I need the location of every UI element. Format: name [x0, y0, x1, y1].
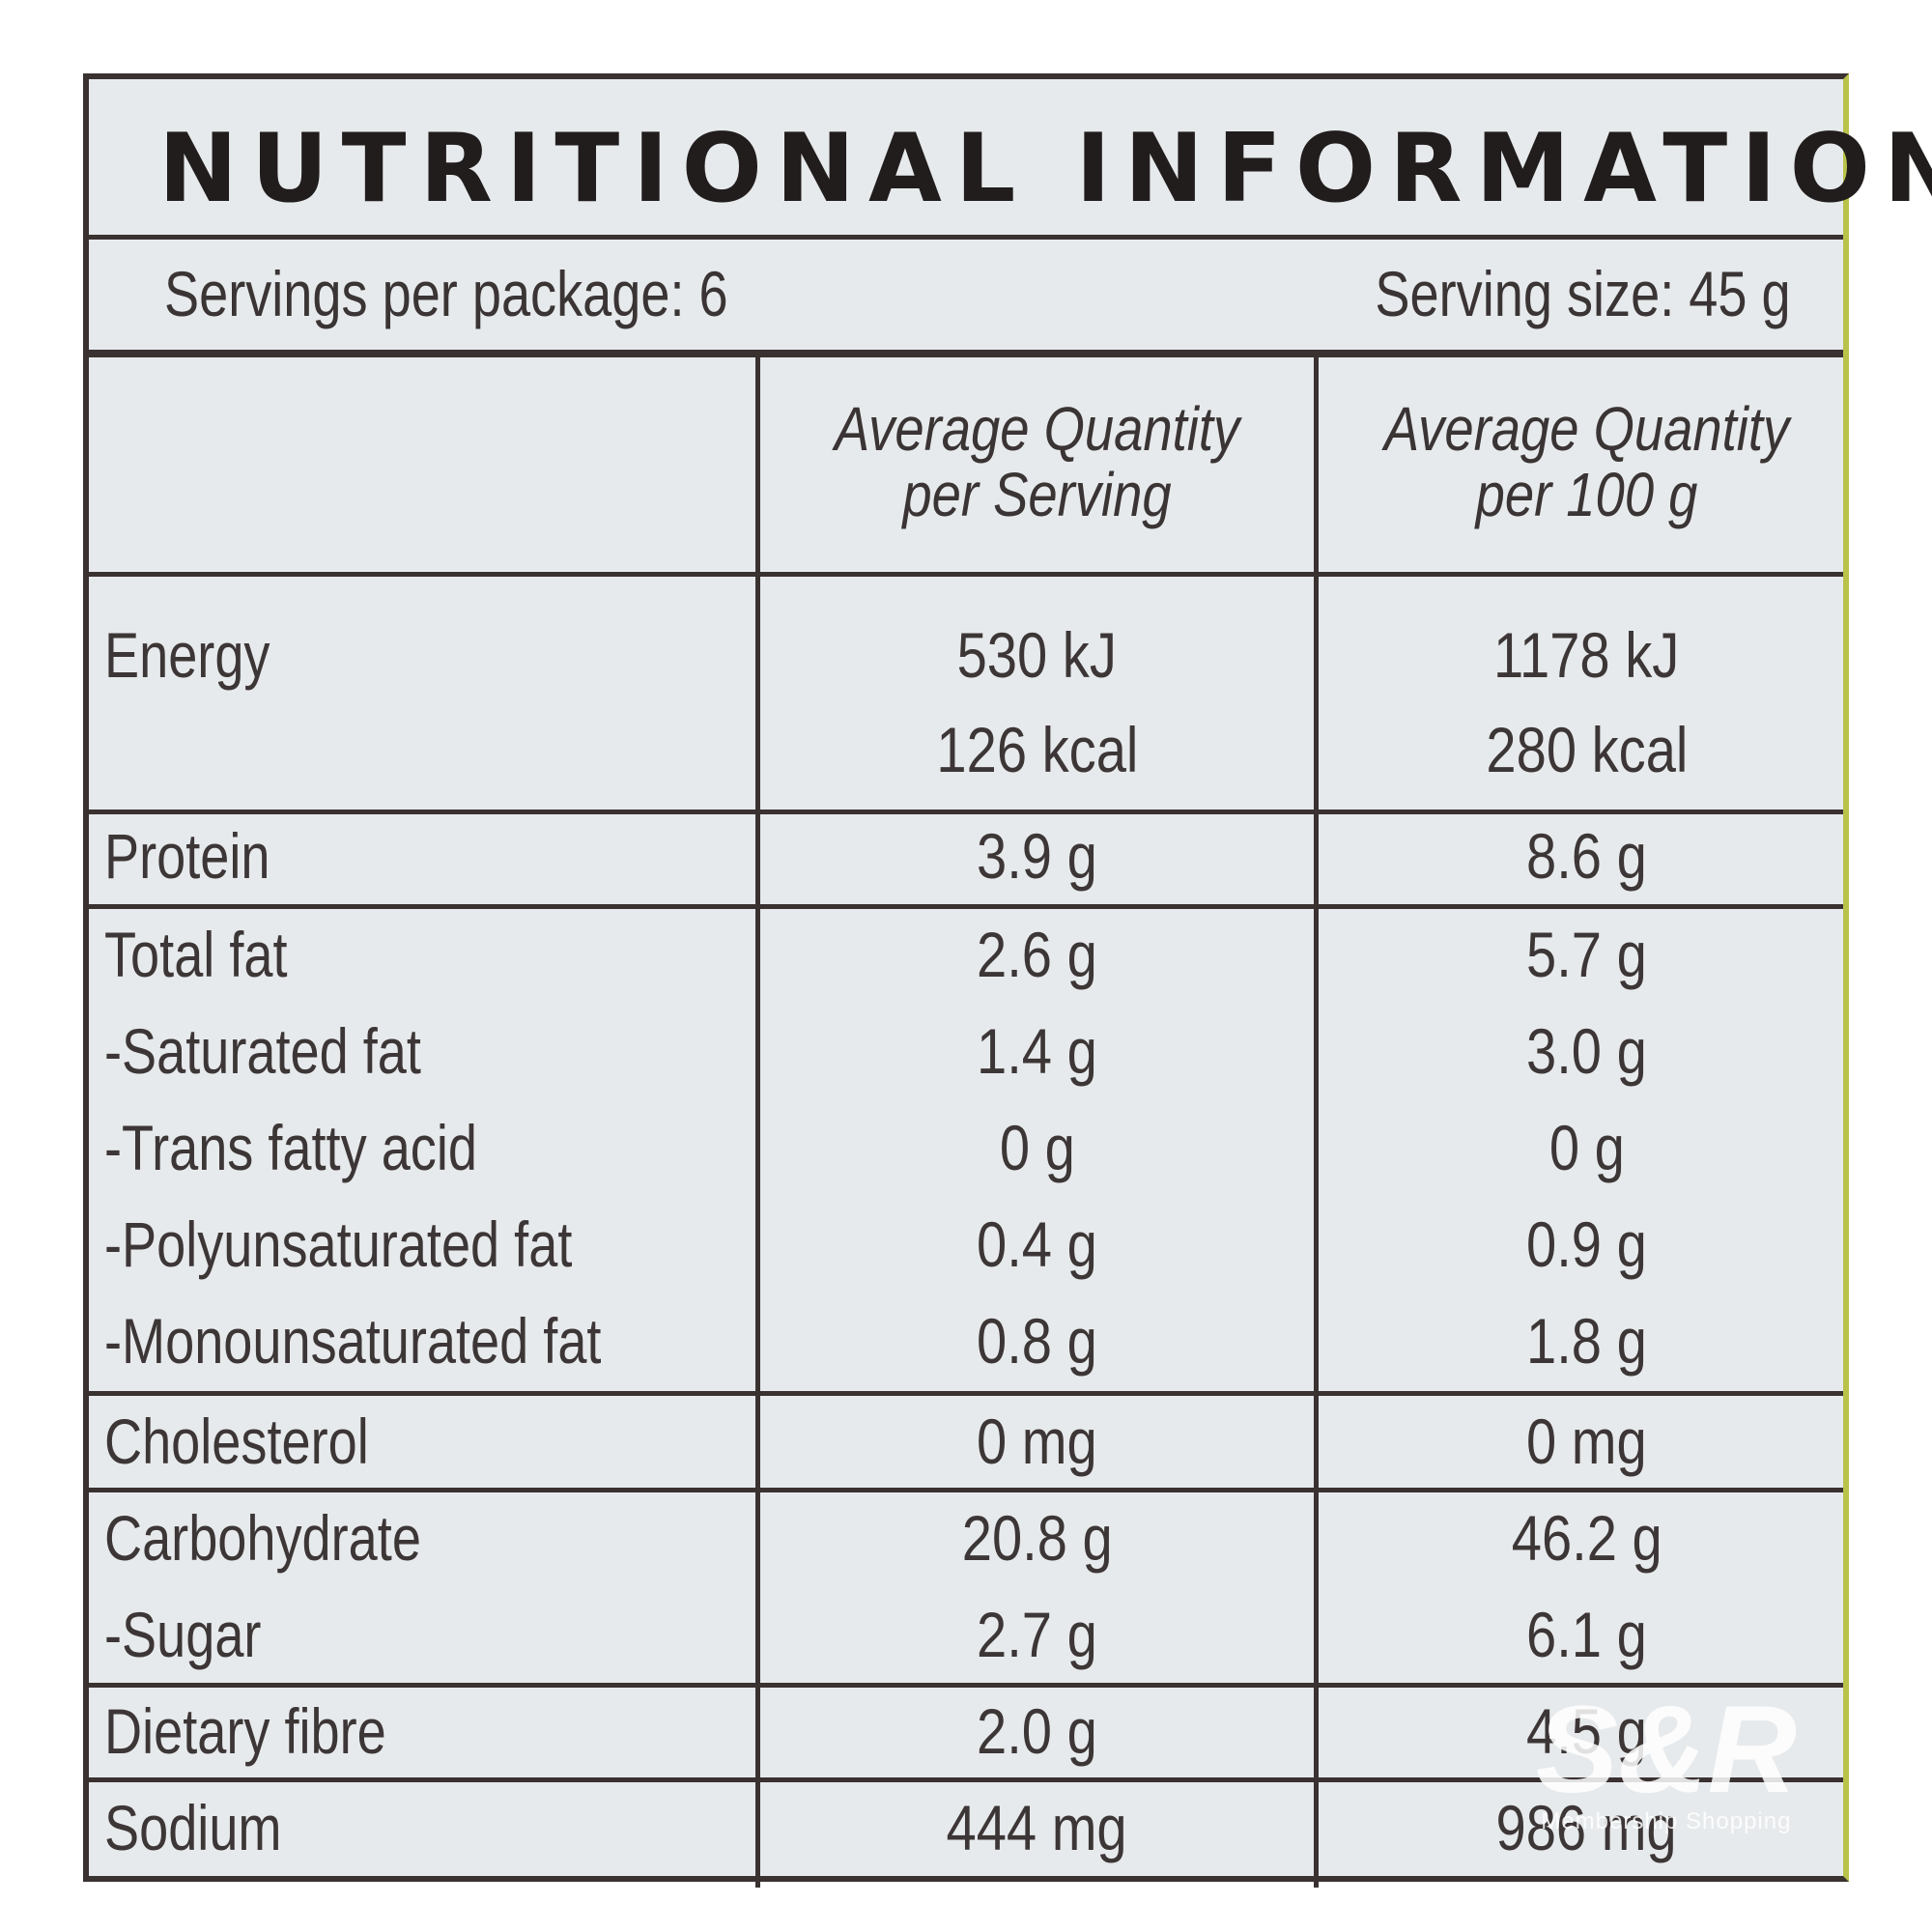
value-text: 280 kcal: [1486, 714, 1688, 785]
nutrition-label: NUTRITIONAL INFORMATION Servings per pac…: [83, 73, 1932, 1888]
value-text: 20.8 g: [961, 1502, 1113, 1574]
nutrient-name: Cholesterol: [104, 1406, 369, 1477]
value-text: 0.4 g: [977, 1208, 1097, 1280]
value-text: 0 g: [1548, 1112, 1625, 1183]
value-per-serving: 126 kcal: [760, 701, 1314, 798]
value-per-serving: 0 mg: [760, 1393, 1314, 1490]
row-divider: [89, 1777, 1843, 1782]
value-text: 0.9 g: [1526, 1208, 1647, 1280]
value-text: 2.0 g: [977, 1695, 1097, 1767]
value-per-100g: 8.6 g: [1319, 808, 1855, 904]
value-text: 1.4 g: [977, 1015, 1097, 1087]
watermark-tagline: Membership Shopping: [1541, 1808, 1792, 1834]
title-section: NUTRITIONAL INFORMATION: [89, 79, 1932, 240]
servings-per-package: Servings per package: 6: [164, 258, 728, 329]
value-per-100g: 1178 kJ: [1319, 607, 1855, 703]
nutrient-name: -Monounsaturated fat: [104, 1305, 602, 1377]
nutrient-name: Carbohydrate: [104, 1502, 421, 1574]
value-per-serving: 0 g: [760, 1099, 1314, 1196]
value-per-serving: 2.0 g: [760, 1683, 1314, 1779]
value-per-serving: 2.7 g: [760, 1586, 1314, 1683]
row-divider: [89, 1683, 1843, 1688]
column-header-line: per 100 g: [1475, 460, 1698, 529]
value-per-100g: 0.9 g: [1319, 1196, 1855, 1293]
value-text: 444 mg: [946, 1792, 1128, 1863]
nutrient-name: Dietary fibre: [104, 1695, 386, 1767]
nutrient-name: Total fat: [104, 919, 288, 990]
label-title: NUTRITIONAL INFORMATION: [158, 114, 1932, 224]
value-per-100g: 6.1 g: [1319, 1586, 1855, 1683]
value-per-serving: 0.8 g: [760, 1293, 1314, 1389]
value-text: 530 kJ: [956, 619, 1118, 691]
value-text: 2.6 g: [977, 919, 1097, 990]
value-text: 986 mg: [1495, 1792, 1678, 1863]
value-per-100g: 280 kcal: [1319, 701, 1855, 798]
value-per-serving: 2.6 g: [760, 906, 1314, 1003]
value-text: 0 mg: [1526, 1406, 1647, 1477]
value-text: 3.9 g: [977, 820, 1097, 892]
column-header-line: Average Quantity: [1383, 394, 1790, 464]
row-divider: [89, 904, 1843, 909]
value-text: 2.7 g: [977, 1599, 1097, 1670]
value-per-100g: 986 mg: [1319, 1779, 1855, 1876]
value-text: 5.7 g: [1526, 919, 1647, 990]
value-text: 6.1 g: [1526, 1599, 1647, 1670]
nutrient-name: Sodium: [104, 1792, 282, 1863]
column-header-per-100g: Average Quantity per 100 g: [1319, 396, 1855, 527]
nutrient-name: -Saturated fat: [104, 1015, 421, 1087]
nutrient-name: Energy: [104, 619, 270, 691]
value-per-100g: 0 g: [1319, 1099, 1855, 1196]
value-per-100g: 5.7 g: [1319, 906, 1855, 1003]
serving-size: Serving size: 45 g: [1375, 258, 1791, 329]
column-header-line: per Serving: [902, 460, 1172, 529]
value-per-serving: 3.9 g: [760, 808, 1314, 904]
watermark-logo: S&R: [1535, 1681, 1797, 1819]
value-per-100g: 0 mg: [1319, 1393, 1855, 1490]
row-divider: [89, 1488, 1843, 1492]
value-per-100g: 3.0 g: [1319, 1003, 1855, 1099]
value-per-serving: 530 kJ: [760, 607, 1314, 703]
value-per-serving: 1.4 g: [760, 1003, 1314, 1099]
value-text: 1178 kJ: [1493, 619, 1680, 691]
row-divider: [89, 572, 1843, 577]
servings-section: Servings per package: 6 Serving size: 45…: [89, 240, 1843, 357]
column-header-per-serving: Average Quantity per Serving: [760, 396, 1314, 527]
value-per-100g: 46.2 g: [1319, 1490, 1855, 1586]
nutrient-name: -Sugar: [104, 1599, 262, 1670]
nutrient-name: Protein: [104, 820, 270, 892]
value-per-serving: 444 mg: [760, 1779, 1314, 1876]
column-divider: [1314, 357, 1319, 1888]
value-text: 0 g: [999, 1112, 1075, 1183]
value-text: 126 kcal: [936, 714, 1138, 785]
value-text: 0.8 g: [977, 1305, 1097, 1377]
value-text: 8.6 g: [1526, 820, 1647, 892]
column-header-line: Average Quantity: [834, 394, 1240, 464]
nutrient-name: -Trans fatty acid: [104, 1112, 477, 1183]
value-per-100g: 4.5 g: [1319, 1683, 1855, 1779]
value-text: 1.8 g: [1526, 1305, 1647, 1377]
row-divider: [89, 810, 1843, 814]
sr-watermark: S&R Membership Shopping: [1535, 1681, 1797, 1835]
value-per-100g: 1.8 g: [1319, 1293, 1855, 1389]
value-per-serving: 0.4 g: [760, 1196, 1314, 1293]
value-per-serving: 20.8 g: [760, 1490, 1314, 1586]
column-divider: [755, 357, 760, 1888]
nutrient-name: -Polyunsaturated fat: [104, 1208, 573, 1280]
value-text: 46.2 g: [1511, 1502, 1662, 1574]
nutrition-table: Average Quantity per Serving Average Qua…: [89, 357, 1843, 1888]
value-text: 3.0 g: [1526, 1015, 1647, 1087]
row-divider: [89, 1391, 1843, 1396]
value-text: 4.5 g: [1526, 1695, 1647, 1767]
value-text: 0 mg: [977, 1406, 1097, 1477]
